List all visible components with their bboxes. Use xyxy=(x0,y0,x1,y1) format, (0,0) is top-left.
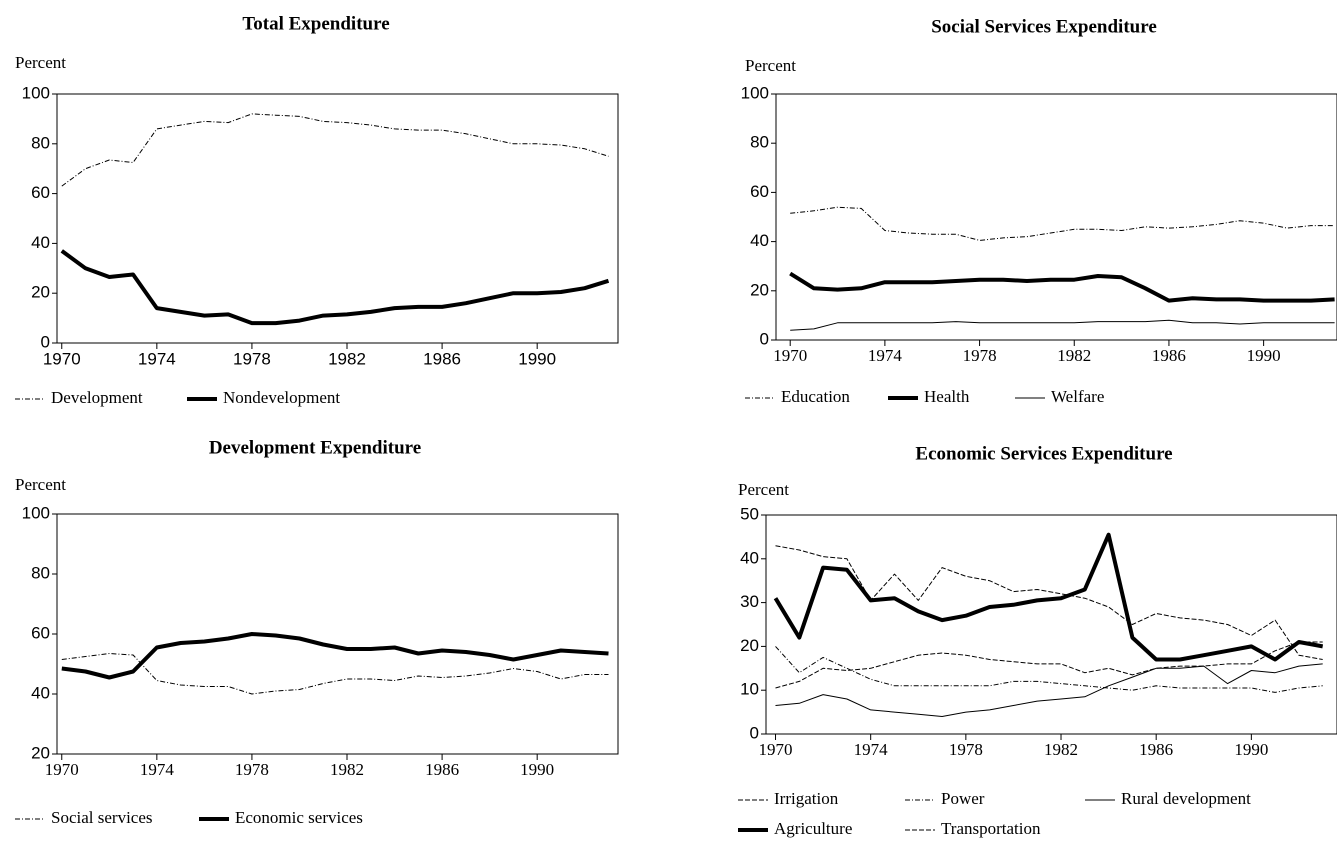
series-line xyxy=(775,545,1323,660)
y-tick-label: 100 xyxy=(22,83,50,102)
legend-label: Transportation xyxy=(941,819,1041,838)
y-tick-label: 60 xyxy=(750,182,769,201)
x-tick-label: 1990 xyxy=(1247,346,1281,365)
x-tick-label: 1974 xyxy=(868,346,903,365)
series-line xyxy=(775,641,1323,689)
x-tick-label: 1982 xyxy=(1044,740,1078,759)
series-line xyxy=(60,249,610,326)
y-axis-label: Percent xyxy=(738,480,789,499)
series-line xyxy=(775,663,1323,717)
x-tick-label: 1982 xyxy=(1057,346,1091,365)
chart: Social Services Expenditure Percent 0 20 40 6… xyxy=(741,16,1337,406)
x-tick-label: 1986 xyxy=(1152,346,1186,365)
y-tick-label: 80 xyxy=(750,133,769,152)
legend-label: Education xyxy=(781,387,850,406)
y-tick-label: 80 xyxy=(31,563,50,582)
y-tick-label: 60 xyxy=(31,183,50,202)
legend-label: Welfare xyxy=(1051,387,1104,406)
x-tick-label: 1978 xyxy=(963,346,997,365)
y-axis-label: Percent xyxy=(745,56,796,75)
legend-label: Social services xyxy=(51,808,153,827)
x-tick-label: 1986 xyxy=(425,760,459,779)
x-tick-label: 1982 xyxy=(330,760,364,779)
legend-label: Power xyxy=(941,789,985,808)
y-tick-label: 0 xyxy=(760,329,769,348)
y-tick-label: 0 xyxy=(750,723,759,742)
y-tick-label: 0 xyxy=(41,332,50,351)
y-tick-label: 20 xyxy=(740,636,759,655)
y-tick-label: 80 xyxy=(31,133,50,152)
y-axis-label: Percent xyxy=(15,53,66,72)
x-tick-label: 1982 xyxy=(328,349,366,368)
legend-label: Rural development xyxy=(1121,789,1251,808)
legend-label: Economic services xyxy=(235,808,363,827)
x-tick-label: 1970 xyxy=(773,346,807,365)
series-line xyxy=(790,319,1335,331)
x-tick-label: 1990 xyxy=(1234,740,1268,759)
chart-title: Development Expenditure xyxy=(209,437,421,458)
series-line xyxy=(61,113,609,187)
x-tick-label: 1974 xyxy=(140,760,175,779)
x-tick-label: 1970 xyxy=(43,349,81,368)
x-tick-label: 1986 xyxy=(1139,740,1173,759)
chart-title: Social Services Expenditure xyxy=(931,16,1157,37)
series-line xyxy=(773,532,1324,662)
y-tick-label: 20 xyxy=(31,283,50,302)
x-tick-label: 1974 xyxy=(138,349,176,368)
series-line xyxy=(61,632,609,680)
y-tick-label: 20 xyxy=(31,743,50,762)
legend-label: Irrigation xyxy=(774,789,839,808)
chart: Development Expenditure Percent 20 40 60 80 10… xyxy=(15,437,619,827)
y-tick-label: 100 xyxy=(741,83,769,102)
y-tick-label: 30 xyxy=(740,592,759,611)
y-tick-label: 60 xyxy=(31,623,50,642)
series-line xyxy=(61,653,609,695)
x-tick-label: 1970 xyxy=(759,740,793,759)
series-line xyxy=(775,646,1323,693)
x-tick-label: 1970 xyxy=(45,760,79,779)
x-tick-label: 1978 xyxy=(949,740,983,759)
series-line xyxy=(789,271,1335,303)
y-tick-label: 40 xyxy=(31,683,50,702)
plot-frame xyxy=(56,93,619,344)
x-tick-label: 1986 xyxy=(423,349,461,368)
x-tick-label: 1978 xyxy=(233,349,271,368)
x-tick-label: 1990 xyxy=(520,760,554,779)
y-tick-label: 10 xyxy=(740,680,759,699)
y-tick-label: 20 xyxy=(750,280,769,299)
x-tick-label: 1990 xyxy=(518,349,556,368)
x-tick-label: 1978 xyxy=(235,760,269,779)
x-tick-label: 1974 xyxy=(854,740,889,759)
series-line xyxy=(790,206,1335,241)
chart: Economic Services Expenditure Percent 0 10 2… xyxy=(738,443,1337,838)
y-tick-label: 50 xyxy=(740,504,759,523)
y-tick-label: 40 xyxy=(750,231,769,250)
chart-title: Economic Services Expenditure xyxy=(915,443,1172,464)
plot-frame xyxy=(56,513,619,755)
legend-label: Development xyxy=(51,388,143,407)
y-axis-label: Percent xyxy=(15,475,66,494)
plot-frame xyxy=(775,93,1337,341)
chart: Total Expenditure Percent 0 20 40 60 80 100 1970… xyxy=(15,13,619,407)
chart-title: Total Expenditure xyxy=(242,13,389,34)
legend-label: Health xyxy=(924,387,970,406)
y-tick-label: 40 xyxy=(31,233,50,252)
legend-label: Agriculture xyxy=(774,819,852,838)
y-tick-label: 100 xyxy=(22,503,50,522)
legend-label: Nondevelopment xyxy=(223,388,340,407)
plot-frame xyxy=(765,514,1337,735)
y-tick-label: 40 xyxy=(740,548,759,567)
